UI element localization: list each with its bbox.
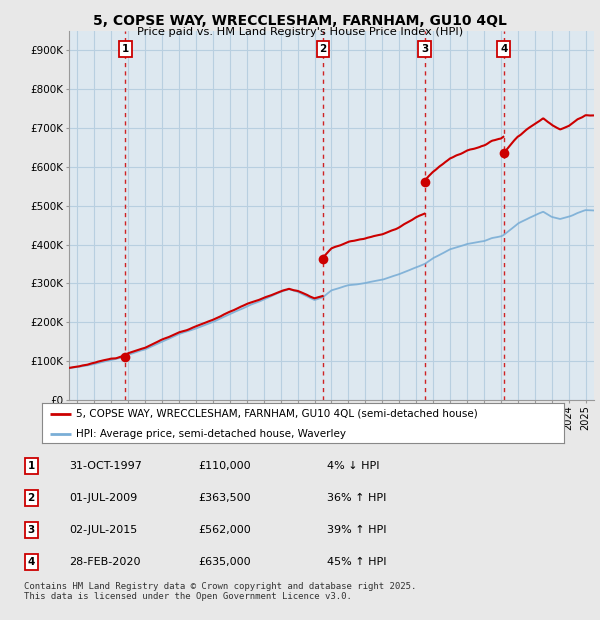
Text: 4: 4 (500, 44, 508, 54)
Text: 45% ↑ HPI: 45% ↑ HPI (327, 557, 386, 567)
Text: 36% ↑ HPI: 36% ↑ HPI (327, 493, 386, 503)
Text: 5, COPSE WAY, WRECCLESHAM, FARNHAM, GU10 4QL: 5, COPSE WAY, WRECCLESHAM, FARNHAM, GU10… (93, 14, 507, 28)
Text: 5, COPSE WAY, WRECCLESHAM, FARNHAM, GU10 4QL (semi-detached house): 5, COPSE WAY, WRECCLESHAM, FARNHAM, GU10… (76, 409, 478, 419)
Text: £363,500: £363,500 (198, 493, 251, 503)
Text: £635,000: £635,000 (198, 557, 251, 567)
Text: 3: 3 (28, 525, 35, 535)
Text: 2: 2 (28, 493, 35, 503)
Text: 3: 3 (421, 44, 428, 54)
Text: 39% ↑ HPI: 39% ↑ HPI (327, 525, 386, 535)
Text: 1: 1 (122, 44, 129, 54)
Text: £562,000: £562,000 (198, 525, 251, 535)
Text: Contains HM Land Registry data © Crown copyright and database right 2025.
This d: Contains HM Land Registry data © Crown c… (24, 582, 416, 601)
Text: 28-FEB-2020: 28-FEB-2020 (69, 557, 140, 567)
Text: 4% ↓ HPI: 4% ↓ HPI (327, 461, 380, 471)
Text: 2: 2 (319, 44, 326, 54)
Text: Price paid vs. HM Land Registry's House Price Index (HPI): Price paid vs. HM Land Registry's House … (137, 27, 463, 37)
Text: £110,000: £110,000 (198, 461, 251, 471)
Text: 1: 1 (28, 461, 35, 471)
Text: HPI: Average price, semi-detached house, Waverley: HPI: Average price, semi-detached house,… (76, 430, 346, 440)
Text: 01-JUL-2009: 01-JUL-2009 (69, 493, 137, 503)
Text: 02-JUL-2015: 02-JUL-2015 (69, 525, 137, 535)
Text: 4: 4 (28, 557, 35, 567)
Text: 31-OCT-1997: 31-OCT-1997 (69, 461, 142, 471)
